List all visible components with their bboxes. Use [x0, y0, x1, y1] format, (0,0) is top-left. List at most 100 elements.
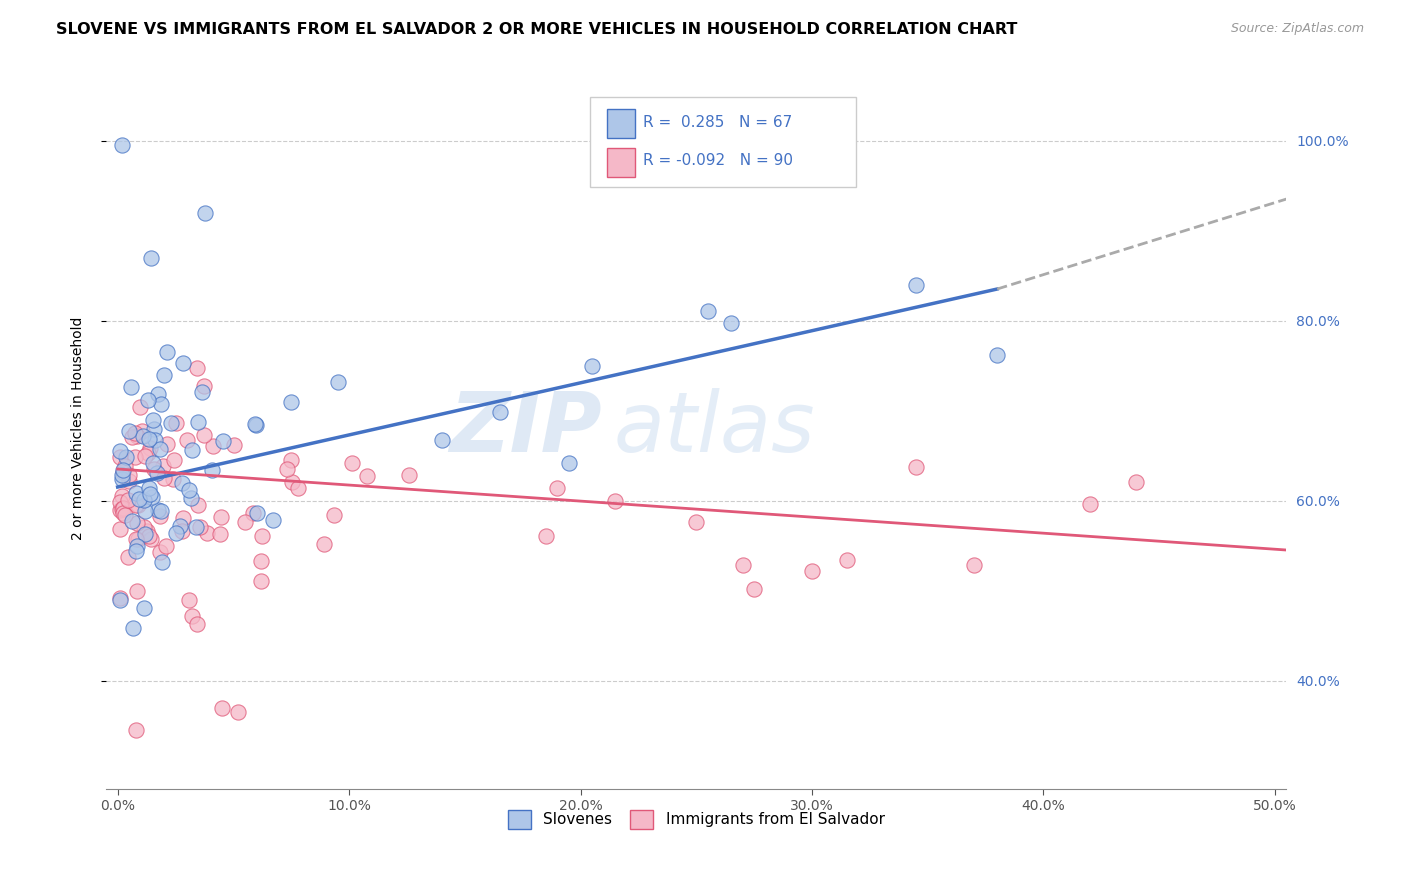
- Point: [228, 705, 250, 719]
- Point: [172, 356, 194, 370]
- Text: SLOVENE VS IMMIGRANTS FROM EL SALVADOR 2 OR MORE VEHICLES IN HOUSEHOLD CORRELATI: SLOVENE VS IMMIGRANTS FROM EL SALVADOR 2…: [56, 22, 1018, 37]
- Point: [905, 277, 928, 292]
- Point: [114, 458, 136, 473]
- Point: [138, 481, 160, 495]
- Point: [121, 430, 143, 444]
- FancyBboxPatch shape: [606, 148, 636, 177]
- Point: [131, 424, 153, 438]
- Point: [112, 465, 135, 479]
- Point: [165, 526, 187, 541]
- Point: [328, 375, 350, 389]
- Point: [430, 433, 453, 447]
- Point: [111, 138, 134, 153]
- Text: R =  0.285   N = 67: R = 0.285 N = 67: [643, 115, 793, 130]
- Point: [280, 453, 302, 467]
- Point: [127, 429, 149, 443]
- Point: [134, 449, 156, 463]
- Point: [534, 529, 557, 543]
- Point: [184, 520, 207, 534]
- Point: [139, 487, 162, 501]
- Point: [801, 564, 824, 578]
- Point: [128, 491, 150, 506]
- Point: [209, 527, 232, 541]
- FancyBboxPatch shape: [606, 109, 636, 137]
- Point: [159, 417, 181, 431]
- Point: [121, 621, 143, 635]
- Point: [149, 503, 172, 517]
- Point: [742, 582, 765, 596]
- Point: [110, 468, 132, 483]
- Point: [108, 502, 131, 516]
- Point: [170, 475, 193, 490]
- Point: [138, 432, 160, 446]
- Point: [201, 439, 224, 453]
- Point: [243, 417, 266, 431]
- Point: [118, 424, 141, 438]
- Point: [125, 498, 148, 512]
- Point: [201, 463, 224, 477]
- Point: [212, 434, 235, 448]
- Point: [250, 529, 273, 543]
- Point: [155, 539, 177, 553]
- Point: [149, 442, 172, 456]
- Point: [134, 601, 156, 615]
- Point: [246, 506, 269, 520]
- Point: [187, 415, 209, 429]
- Point: [322, 508, 344, 522]
- Point: [134, 520, 156, 534]
- Point: [108, 593, 131, 607]
- Point: [142, 456, 165, 470]
- Point: [986, 348, 1008, 362]
- Point: [233, 516, 256, 530]
- Point: [1078, 497, 1101, 511]
- Point: [111, 502, 134, 516]
- Point: [117, 550, 139, 565]
- Point: [211, 700, 233, 714]
- Point: [139, 441, 162, 455]
- Point: [141, 413, 163, 427]
- FancyBboxPatch shape: [591, 97, 856, 187]
- Point: [141, 490, 163, 504]
- Point: [280, 395, 302, 409]
- Point: [117, 468, 139, 483]
- Point: [138, 446, 160, 460]
- Point: [108, 450, 131, 465]
- Point: [340, 456, 363, 470]
- Point: [356, 468, 378, 483]
- Point: [546, 481, 568, 495]
- Text: R = -0.092   N = 90: R = -0.092 N = 90: [643, 153, 793, 169]
- Point: [114, 508, 136, 522]
- Point: [138, 392, 160, 407]
- Point: [127, 516, 149, 530]
- Point: [720, 316, 742, 330]
- Point: [139, 532, 162, 546]
- Point: [108, 591, 131, 605]
- Point: [170, 524, 193, 538]
- Point: [152, 368, 174, 382]
- Text: Source: ZipAtlas.com: Source: ZipAtlas.com: [1230, 22, 1364, 36]
- Point: [187, 498, 209, 512]
- Point: [111, 472, 134, 486]
- Point: [146, 503, 169, 517]
- Point: [1125, 475, 1147, 490]
- Point: [176, 433, 198, 447]
- Point: [165, 416, 187, 430]
- Point: [186, 616, 208, 631]
- Point: [127, 539, 149, 553]
- Point: [169, 519, 191, 533]
- Point: [138, 529, 160, 543]
- Point: [143, 422, 166, 436]
- Point: [249, 574, 271, 589]
- Point: [281, 475, 304, 489]
- Point: [134, 527, 156, 541]
- Point: [172, 510, 194, 524]
- Point: [149, 508, 172, 523]
- Point: [287, 482, 309, 496]
- Point: [152, 458, 174, 473]
- Point: [125, 486, 148, 500]
- Point: [115, 450, 138, 464]
- Point: [156, 437, 179, 451]
- Point: [195, 525, 218, 540]
- Point: [134, 504, 156, 518]
- Point: [696, 304, 718, 318]
